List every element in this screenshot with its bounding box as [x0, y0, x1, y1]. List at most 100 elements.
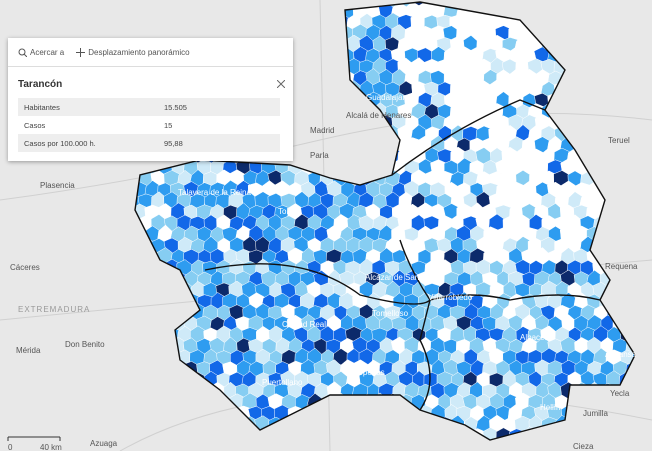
- municipality[interactable]: [157, 2, 174, 21]
- municipality[interactable]: [592, 236, 608, 256]
- municipality[interactable]: [619, 237, 635, 254]
- municipality[interactable]: [139, 260, 154, 276]
- municipality[interactable]: [340, 158, 356, 178]
- municipality[interactable]: [619, 169, 635, 188]
- municipality[interactable]: [293, 148, 311, 167]
- municipality[interactable]: [580, 81, 597, 99]
- municipality[interactable]: [332, 81, 350, 100]
- municipality[interactable]: [579, 36, 596, 54]
- municipality[interactable]: [463, 0, 479, 9]
- municipality[interactable]: [332, 58, 350, 77]
- municipality[interactable]: [126, 439, 140, 451]
- municipality[interactable]: [306, 102, 324, 121]
- municipality[interactable]: [618, 13, 635, 31]
- municipality[interactable]: [319, 0, 337, 9]
- municipality[interactable]: [384, 393, 401, 412]
- municipality[interactable]: [112, 326, 128, 344]
- municipality[interactable]: [579, 103, 597, 120]
- municipality[interactable]: [274, 428, 292, 446]
- municipality[interactable]: [612, 270, 630, 288]
- municipality[interactable]: [625, 92, 641, 109]
- municipality[interactable]: [638, 92, 652, 109]
- municipality[interactable]: [625, 45, 642, 65]
- municipality[interactable]: [501, 437, 518, 451]
- municipality[interactable]: [625, 25, 641, 43]
- municipality[interactable]: [132, 316, 148, 332]
- municipality[interactable]: [599, 114, 617, 132]
- municipality[interactable]: [423, 438, 440, 451]
- municipality[interactable]: [112, 304, 126, 322]
- municipality[interactable]: [631, 393, 648, 411]
- municipality[interactable]: [624, 204, 640, 222]
- municipality[interactable]: [592, 35, 609, 55]
- municipality[interactable]: [619, 146, 635, 166]
- municipality[interactable]: [340, 137, 355, 153]
- municipality[interactable]: [176, 12, 194, 33]
- municipality[interactable]: [503, 0, 517, 8]
- municipality[interactable]: [125, 349, 142, 368]
- municipality[interactable]: [371, 439, 388, 451]
- municipality[interactable]: [203, 14, 220, 32]
- municipality[interactable]: [241, 437, 258, 451]
- municipality[interactable]: [540, 438, 557, 451]
- municipality[interactable]: [593, 59, 609, 75]
- municipality[interactable]: [411, 414, 428, 435]
- municipality[interactable]: [639, 204, 652, 222]
- municipality[interactable]: [418, 428, 435, 446]
- municipality[interactable]: [158, 338, 174, 355]
- municipality[interactable]: [347, 394, 362, 411]
- municipality[interactable]: [261, 2, 278, 20]
- municipality[interactable]: [295, 12, 310, 31]
- municipality[interactable]: [625, 272, 641, 290]
- municipality[interactable]: [606, 415, 622, 433]
- municipality[interactable]: [326, 69, 344, 87]
- municipality[interactable]: [119, 427, 136, 445]
- municipality[interactable]: [624, 405, 641, 423]
- municipality[interactable]: [157, 294, 173, 311]
- municipality[interactable]: [613, 291, 629, 311]
- municipality[interactable]: [150, 304, 167, 323]
- municipality[interactable]: [196, 382, 213, 399]
- municipality[interactable]: [352, 427, 369, 443]
- municipality[interactable]: [112, 373, 129, 389]
- municipality[interactable]: [547, 25, 564, 43]
- municipality[interactable]: [307, 414, 323, 434]
- municipality[interactable]: [144, 383, 161, 399]
- municipality[interactable]: [112, 350, 127, 367]
- municipality[interactable]: [384, 439, 402, 451]
- municipality[interactable]: [639, 384, 652, 400]
- municipality[interactable]: [158, 381, 173, 400]
- municipality[interactable]: [120, 182, 135, 198]
- municipality[interactable]: [437, 437, 453, 451]
- municipality[interactable]: [267, 437, 285, 451]
- municipality[interactable]: [633, 37, 648, 54]
- municipality[interactable]: [612, 159, 630, 176]
- municipality[interactable]: [626, 316, 640, 333]
- municipality[interactable]: [306, 58, 323, 77]
- municipality[interactable]: [527, 0, 545, 9]
- municipality[interactable]: [293, 125, 311, 143]
- municipality[interactable]: [241, 0, 258, 10]
- municipality[interactable]: [573, 92, 590, 110]
- municipality[interactable]: [164, 305, 181, 321]
- municipality[interactable]: [436, 416, 454, 433]
- municipality[interactable]: [300, 23, 316, 44]
- municipality[interactable]: [619, 437, 635, 451]
- municipality[interactable]: [574, 114, 589, 131]
- municipality[interactable]: [137, 0, 154, 10]
- municipality[interactable]: [300, 92, 317, 109]
- municipality[interactable]: [138, 392, 154, 412]
- municipality[interactable]: [535, 3, 551, 20]
- municipality[interactable]: [151, 13, 168, 30]
- municipality[interactable]: [169, 383, 188, 401]
- municipality[interactable]: [626, 159, 641, 176]
- municipality[interactable]: [215, 12, 233, 32]
- municipality[interactable]: [592, 13, 609, 31]
- municipality[interactable]: [638, 270, 652, 288]
- municipality[interactable]: [606, 191, 623, 211]
- municipality[interactable]: [639, 2, 652, 21]
- municipality[interactable]: [163, 370, 181, 390]
- municipality[interactable]: [639, 26, 652, 42]
- municipality[interactable]: [619, 102, 635, 122]
- municipality[interactable]: [559, 23, 577, 44]
